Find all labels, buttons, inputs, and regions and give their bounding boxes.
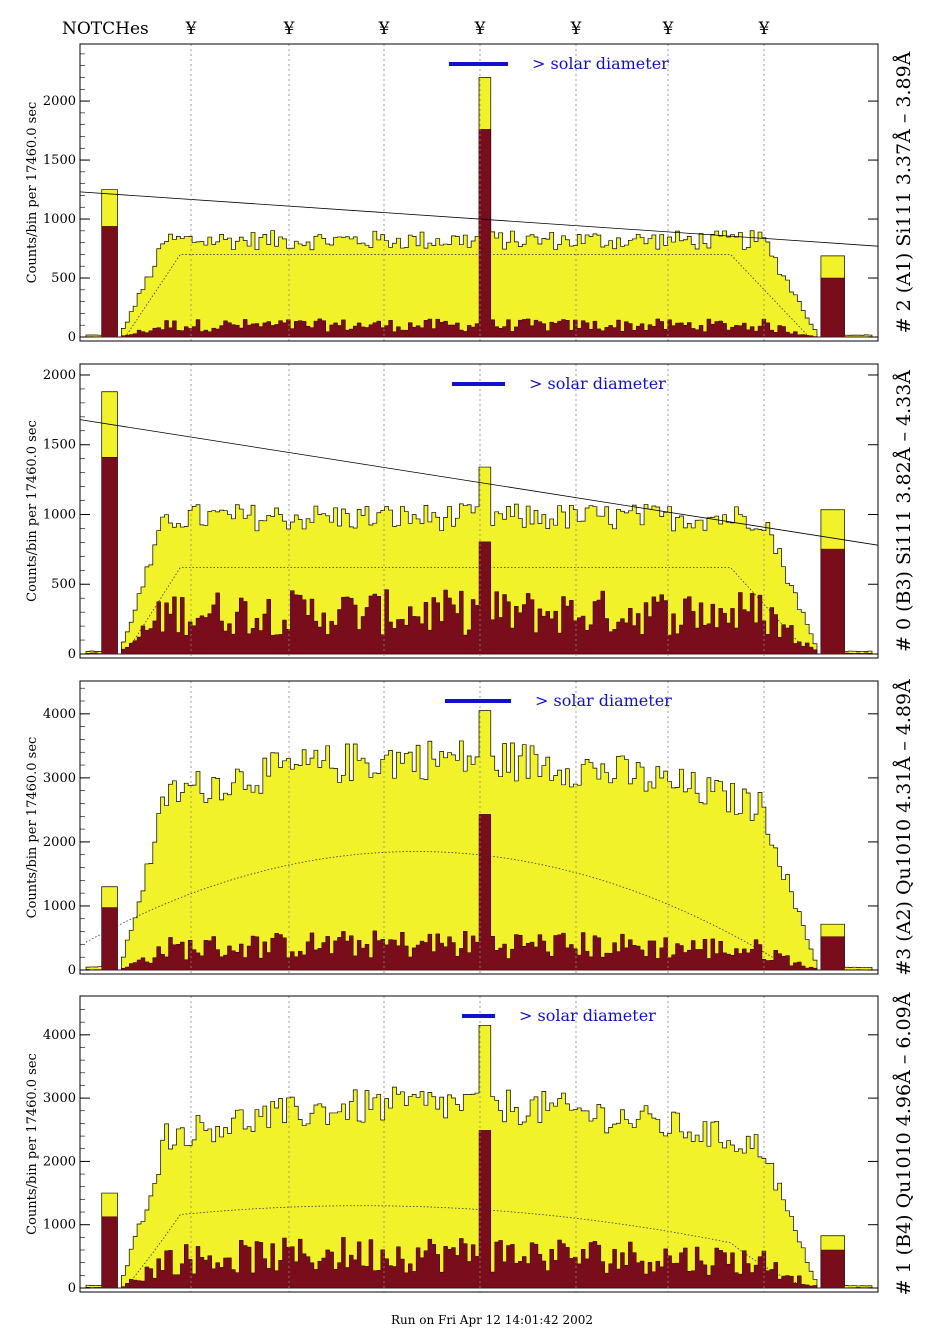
y-tick-label: 1500 (43, 153, 76, 168)
total-counts-series (85, 391, 873, 655)
y-tick-label: 4000 (43, 707, 76, 722)
notch-marker: ¥ (570, 19, 582, 39)
solar-diameter-label: > solar diameter (519, 1006, 656, 1025)
y-tick-label: 500 (51, 577, 76, 592)
y-tick-label: 2000 (43, 94, 76, 109)
y-axis-label: Counts/bin per 17460.0 sec (25, 420, 40, 602)
continuum-curve (85, 851, 872, 971)
y-tick-label: 3000 (43, 1091, 76, 1106)
plot-frame (79, 363, 879, 659)
notches-label: NOTCHes (62, 19, 149, 39)
continuum-curve (86, 567, 872, 655)
solar-diameter-label: > solar diameter (535, 691, 672, 710)
trend-line (79, 419, 879, 546)
plot-frame (79, 680, 879, 975)
line-counts-series (85, 129, 873, 338)
y-tick-label: 3000 (43, 771, 76, 786)
panel-label: # 0 (B3) Si111 3.82Å – 4.33Å (893, 370, 915, 652)
run-timestamp: Run on Fri Apr 12 14:01:42 2002 (391, 1313, 593, 1327)
notch-marker: ¥ (283, 19, 295, 39)
plot-frame (79, 995, 879, 1293)
notch-marks: ¥ ¥ ¥ ¥ ¥ ¥ ¥ (185, 19, 770, 39)
y-tick-label: 0 (68, 330, 76, 345)
y-tick-label: 1000 (43, 507, 76, 522)
y-tick-label: 500 (51, 271, 76, 286)
solar-diameter-label: > solar diameter (532, 54, 669, 73)
y-tick-label: 4000 (43, 1028, 76, 1043)
line-counts-series (85, 1130, 873, 1289)
plot-frame (79, 43, 879, 342)
y-tick-label: 2000 (43, 368, 76, 383)
solar-diameter-label: > solar diameter (529, 374, 666, 393)
continuum-curve (86, 254, 872, 338)
notch-marker: ¥ (378, 19, 390, 39)
y-tick-label: 0 (68, 1281, 76, 1296)
y-axis-label: Counts/bin per 17460.0 sec (25, 1053, 40, 1235)
y-axis-label: Counts/bin per 17460.0 sec (25, 102, 40, 284)
panel-label: # 1 (B4) Qu1010 4.96Å – 6.09Å (893, 992, 915, 1295)
notch-marker: ¥ (758, 19, 770, 39)
notch-marker: ¥ (474, 19, 486, 39)
trend-line (79, 191, 879, 247)
y-tick-label: 0 (68, 647, 76, 662)
y-tick-label: 2000 (43, 835, 76, 850)
notch-marker: ¥ (185, 19, 197, 39)
y-axis-label: Counts/bin per 17460.0 sec (25, 737, 40, 919)
y-tick-label: 0 (68, 963, 76, 978)
notch-marker: ¥ (662, 19, 674, 39)
y-tick-label: 1000 (43, 899, 76, 914)
panel-label: #3 (A2) Qu1010 4.31Å – 4.89Å (893, 679, 915, 976)
y-tick-label: 2000 (43, 1154, 76, 1169)
y-tick-label: 1000 (43, 1218, 76, 1233)
panel-label: # 2 (A1) Si111 3.37Å – 3.89Å (893, 51, 915, 333)
line-counts-series (85, 457, 873, 655)
continuum-curve (86, 1205, 872, 1289)
y-tick-label: 1500 (43, 438, 76, 453)
chart-panel: 0 500 1000 1500 2000 Counts/bin per 17460.0 s… (25, 363, 915, 662)
line-counts-series (85, 814, 873, 971)
y-tick-label: 1000 (43, 212, 76, 227)
